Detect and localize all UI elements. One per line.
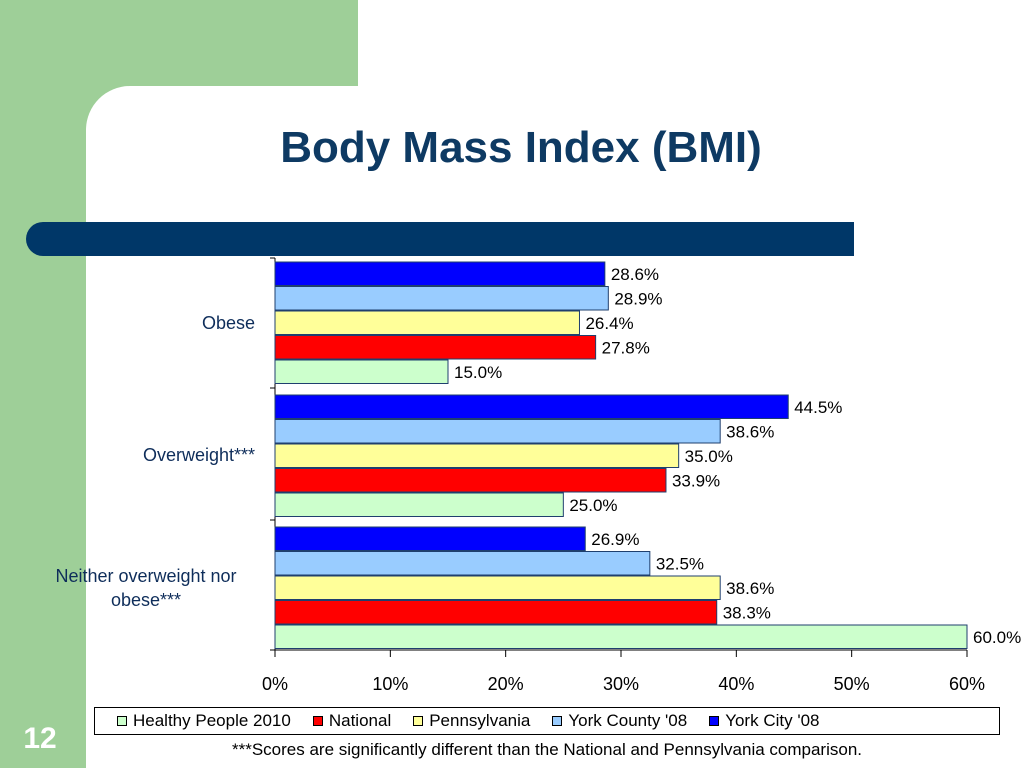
x-tick-label: 50% (834, 674, 870, 694)
chart-legend: Healthy People 2010 National Pennsylvania Y… (94, 707, 1000, 735)
footnote: ***Scores are significantly different th… (232, 740, 862, 759)
bar (274, 468, 667, 493)
legend-swatch (552, 716, 563, 726)
data-label: 44.5% (794, 398, 842, 417)
bar (274, 359, 449, 384)
category-label: Overweight*** (143, 445, 255, 465)
data-label: 15.0% (454, 363, 502, 382)
legend-swatch (413, 716, 424, 726)
data-label: 38.6% (726, 422, 774, 441)
legend-item: Pennsylvania (413, 711, 530, 731)
legend-item: National (312, 711, 392, 731)
bar (274, 600, 718, 625)
legend-item: York County '08 (552, 711, 687, 731)
data-label: 28.9% (614, 289, 662, 308)
data-label: 38.6% (726, 579, 774, 598)
data-label: 35.0% (685, 447, 733, 466)
x-tick-label: 20% (488, 674, 524, 694)
bar (274, 286, 609, 311)
slide-number: 12 (23, 722, 57, 755)
data-label: 32.5% (656, 554, 704, 573)
data-label: 38.3% (723, 603, 771, 622)
data-label: 26.9% (591, 530, 639, 549)
legend-item: Healthy People 2010 (117, 711, 291, 731)
x-tick-label: 0% (262, 674, 288, 694)
legend-swatch (709, 716, 720, 726)
x-tick-label: 60% (949, 674, 985, 694)
legend-label: York City '08 (725, 711, 820, 730)
category-label: Neither overweight nor (55, 566, 236, 586)
data-label: 60.0% (973, 628, 1021, 647)
bar (274, 335, 597, 360)
legend-item: York City '08 (709, 711, 819, 731)
data-label: 28.6% (611, 265, 659, 284)
slide-title: Body Mass Index (BMI) (280, 123, 762, 172)
x-tick-label: 10% (372, 674, 408, 694)
category-label: obese*** (111, 590, 181, 610)
data-label: 27.8% (602, 338, 650, 357)
legend-swatch (312, 716, 323, 726)
data-label: 25.0% (569, 496, 617, 515)
legend-label: National (328, 711, 392, 730)
legend-label: Pennsylvania (429, 711, 531, 730)
title-underline-bar (26, 222, 854, 256)
green-left-margin (0, 0, 86, 768)
bar (274, 492, 564, 517)
category-label: Obese (202, 313, 255, 333)
bar (274, 394, 789, 419)
x-tick-label: 30% (603, 674, 639, 694)
bar (274, 443, 680, 468)
bmi-bar-chart: 0% 10% 20% 30% 40% 50% 60% 28.6% 44.5% 26.9% 28.9%… (55, 257, 1021, 694)
legend-swatch (117, 716, 127, 726)
bar (274, 310, 580, 335)
legend-label: York County '08 (568, 711, 688, 730)
bar (274, 526, 586, 551)
legend-label: Healthy People 2010 (133, 711, 291, 730)
bar (274, 575, 721, 600)
bar (274, 261, 606, 286)
bar (274, 551, 651, 576)
data-label: 33.9% (672, 471, 720, 490)
bar (274, 419, 721, 444)
data-label: 26.4% (585, 314, 633, 333)
bar (274, 624, 968, 649)
x-tick-label: 40% (718, 674, 754, 694)
